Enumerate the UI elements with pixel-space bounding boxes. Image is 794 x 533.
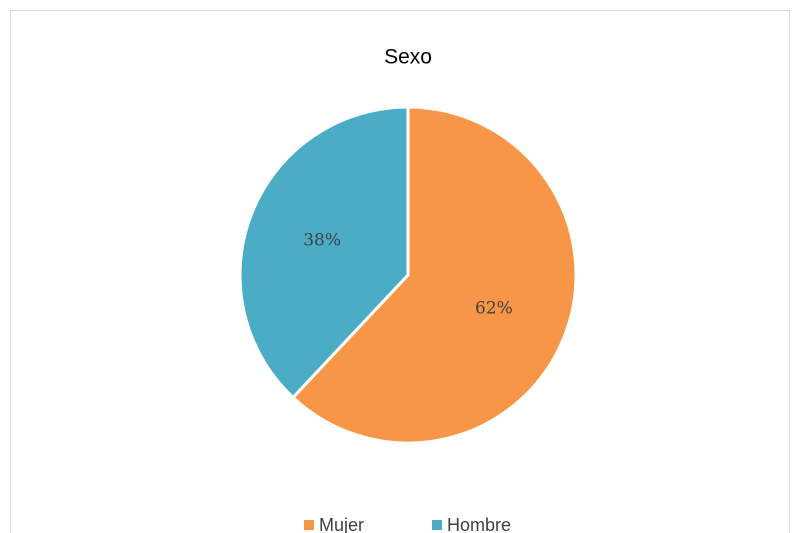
- chart-title: Sexo: [384, 46, 432, 69]
- pie-slice: [290, 105, 578, 445]
- data-label: 38%: [303, 230, 341, 250]
- legend-label: Hombre: [447, 515, 511, 533]
- chart-frame: [10, 10, 790, 533]
- pie-slice: [238, 105, 410, 400]
- legend-swatch: [432, 520, 442, 530]
- legend-swatch: [304, 520, 314, 530]
- legend-label: Mujer: [319, 515, 364, 533]
- data-label: 62%: [475, 299, 513, 319]
